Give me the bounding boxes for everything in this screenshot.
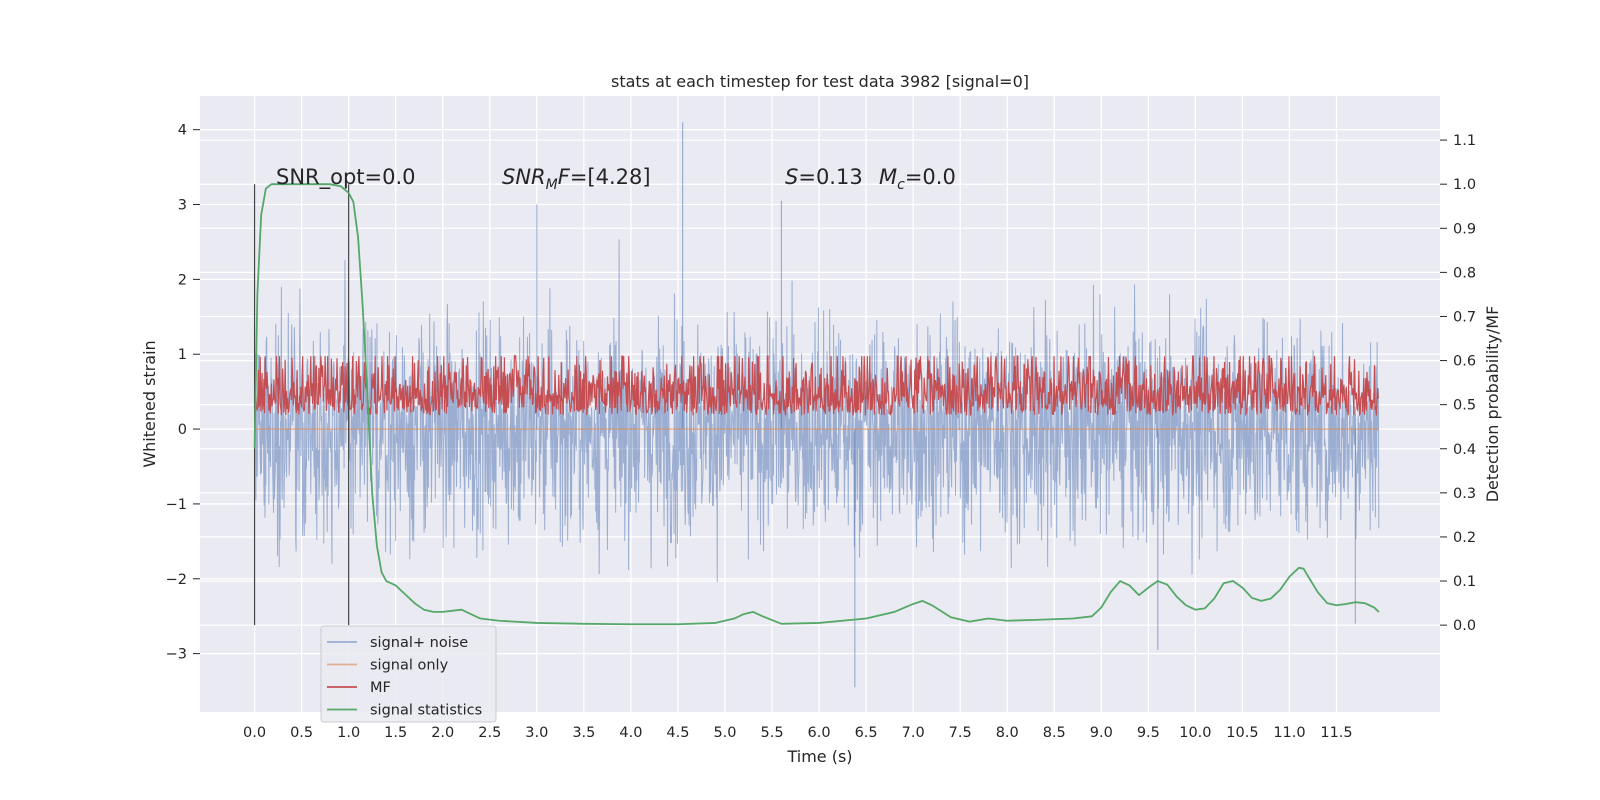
x-tick-label: 2.0 — [431, 725, 454, 741]
mf-line — [253, 354, 1380, 417]
signal-statistics-line — [253, 183, 1380, 626]
x-tick-label: 8.0 — [996, 725, 1019, 741]
series-mf — [253, 354, 1380, 417]
series-signal-statistics — [253, 183, 1380, 626]
annotation-snr-mf: SNRMF=[4.28] — [502, 165, 651, 193]
y-tick-label: 4 — [178, 123, 187, 139]
annotation-s: S=0.13 — [785, 165, 863, 189]
s-variable: S — [785, 165, 798, 189]
snr-mf-variable: SNR — [502, 165, 546, 189]
x-tick-label: 10.0 — [1179, 725, 1211, 741]
x-tick-label: 11.5 — [1320, 725, 1352, 741]
y2-tick-label: 0.7 — [1453, 309, 1476, 325]
x-tick-label: 6.0 — [808, 725, 831, 741]
y2-tick-label: 0.0 — [1453, 618, 1476, 634]
annotation-mc: Mc=0.0 — [879, 165, 956, 193]
x-tick-label: 0.0 — [243, 725, 266, 741]
snr-mf-subscript: M — [546, 177, 558, 193]
x-tick-label: 6.5 — [855, 725, 878, 741]
y2-tick-label: 1.0 — [1453, 177, 1476, 193]
x-tick-label: 5.0 — [713, 725, 736, 741]
y2-tick-label: 0.2 — [1453, 530, 1476, 546]
mc-value: =0.0 — [905, 165, 956, 189]
legend-label: signal statistics — [370, 703, 482, 719]
y2-tick-label: 0.8 — [1453, 265, 1476, 281]
legend-label: signal only — [370, 658, 449, 674]
x-tick-label: 9.0 — [1090, 725, 1113, 741]
x-tick-label: 4.0 — [619, 725, 642, 741]
x-tick-label: 1.5 — [384, 725, 407, 741]
x-tick-label: 8.5 — [1043, 725, 1066, 741]
signal-noise-line — [254, 239, 1380, 583]
chart-title: stats at each timestep for test data 398… — [611, 72, 1029, 91]
x-axis-label: Time (s) — [786, 747, 852, 766]
y2-axis-label: Detection probability/MF — [1483, 306, 1502, 503]
y-tick-label: 1 — [178, 347, 187, 363]
legend-label: MF — [370, 680, 391, 696]
y-tick-label: −3 — [166, 647, 187, 663]
x-tick-label: 10.5 — [1226, 725, 1258, 741]
y2-tick-label: 0.1 — [1453, 574, 1476, 590]
y2-tick-label: 0.4 — [1453, 442, 1476, 458]
y-tick-label: −2 — [166, 572, 187, 588]
annotation-snr-opt: SNR_opt=0.0 — [276, 165, 416, 190]
x-tick-label: 0.5 — [290, 725, 313, 741]
legend: signal+ noise signal only MF signal statist… — [320, 625, 497, 723]
y2-tick-label: 0.5 — [1453, 398, 1476, 414]
snr-mf-tail: F — [558, 165, 571, 189]
x-tick-label: 9.5 — [1137, 725, 1160, 741]
tick-labels: 0.0 0.5 1.0 1.5 2.0 2.5 3.0 3.5 4.0 4.5 5.0 5.5 6.0 6… — [166, 123, 1476, 741]
x-tick-label: 11.0 — [1273, 725, 1305, 741]
y-tick-label: −1 — [166, 497, 187, 513]
x-tick-label: 1.0 — [337, 725, 360, 741]
y-tick-label: 0 — [178, 422, 187, 438]
y-tick-label: 3 — [178, 198, 187, 214]
y2-tick-label: 0.6 — [1453, 354, 1476, 370]
legend-box — [320, 625, 497, 723]
x-tick-label: 4.5 — [666, 725, 689, 741]
y2-tick-label: 1.1 — [1453, 133, 1476, 149]
snr-mf-value: =[4.28] — [570, 165, 651, 189]
x-tick-label: 5.5 — [760, 725, 783, 741]
mc-variable: M — [879, 165, 897, 189]
x-tick-label: 2.5 — [478, 725, 501, 741]
legend-label: signal+ noise — [370, 635, 468, 651]
y-axis-label: Whitened strain — [140, 340, 159, 467]
y2-tick-label: 0.9 — [1453, 221, 1476, 237]
x-tick-label: 3.0 — [525, 725, 548, 741]
x-tick-label: 7.0 — [902, 725, 925, 741]
mc-subscript: c — [897, 177, 905, 193]
y2-tick-label: 0.3 — [1453, 486, 1476, 502]
s-value: =0.13 — [798, 165, 862, 189]
x-tick-label: 3.5 — [572, 725, 595, 741]
y-tick-label: 2 — [178, 272, 187, 288]
x-tick-label: 7.5 — [949, 725, 972, 741]
